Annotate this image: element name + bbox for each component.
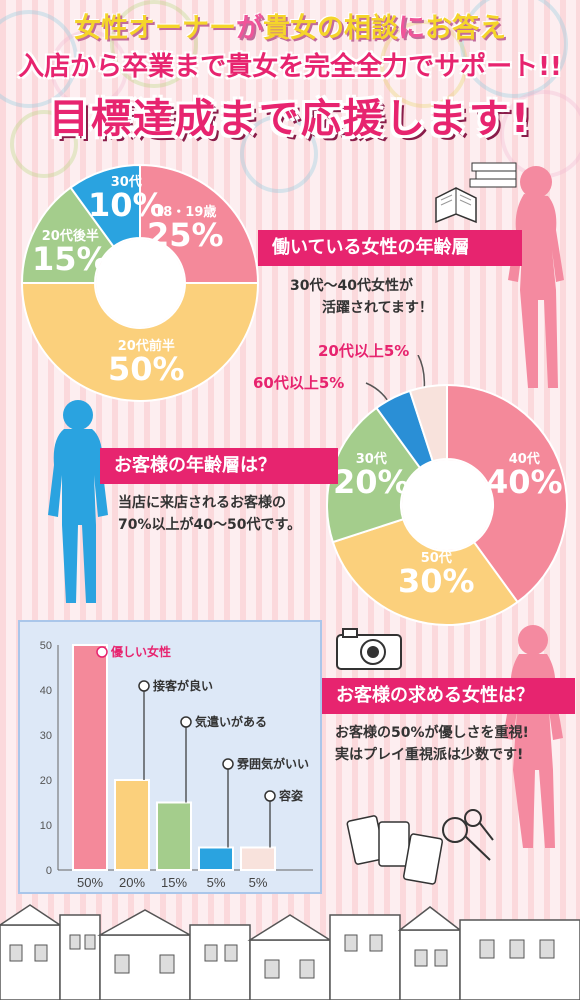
pie2-label-1-category: 50代 (420, 551, 452, 566)
pie2-label-2: 30代 20% (333, 453, 410, 498)
y-tick-label: 30 (40, 730, 52, 742)
cards-and-keys-icon (346, 809, 494, 885)
bar-1 (114, 779, 150, 871)
bar-category-label: 容姿 (278, 788, 303, 803)
bar-2 (156, 801, 192, 871)
section1-title: 働いている女性の年齢層 (272, 237, 470, 258)
pie1-label-3: 30代 10% (88, 176, 165, 221)
header-line1-d: に (398, 13, 425, 44)
bar-value-label: 5% (207, 875, 226, 890)
section1-desc-line2: 活躍されてます！ (322, 300, 433, 316)
bar-category-label: 接客が良い (153, 678, 213, 693)
pie1-slice-0 (139, 163, 260, 284)
header-line1-c: 貴女の相談 (263, 13, 398, 44)
pie1-label-2-value: 15% (32, 240, 109, 278)
pie2-label-0-value: 40% (486, 463, 563, 501)
bar-value-label: 20% (119, 875, 145, 890)
bar-callout-marker (222, 758, 234, 770)
customer-age-pie-chart (326, 383, 568, 626)
woman-silhouette-pink (508, 166, 564, 388)
books-icon (435, 162, 517, 224)
pie1-label-1-value: 50% (108, 350, 185, 388)
pie1-label-2: 20代後半 15% (32, 230, 109, 275)
pie2-slice-2 (326, 406, 422, 544)
pie2-label-2-category: 30代 (355, 452, 387, 467)
y-tick-label: 10 (40, 820, 52, 832)
pie2-slice-0 (446, 383, 568, 604)
pie2-label-1-value: 30% (398, 562, 475, 600)
pie2-label-0-category: 40代 (508, 452, 540, 467)
header-line1: 女性オーナーが貴女の相談にお答え (0, 6, 580, 45)
section2-title-ribbon: お客様の年齢層は？ (100, 448, 338, 484)
section3-desc-line2: 実はプレイ重視派は少数です! (335, 747, 524, 763)
bar-callout-marker (180, 716, 192, 728)
bar-category-label: 気遣いがある (195, 714, 267, 729)
pie1-slice-2 (20, 186, 115, 284)
pie1-slice-3 (69, 163, 141, 248)
pie1-label-0-category: 18・19歳 (154, 205, 217, 220)
section1-desc-line1: 30代～40代女性が (290, 278, 413, 294)
pie2-callout-20s-plus: 20代以上5% (318, 342, 410, 360)
bar-callout-marker (138, 680, 150, 692)
pie1-center (96, 239, 184, 327)
worker-age-pie-chart (20, 163, 260, 402)
bar-0 (72, 644, 108, 871)
header-line1-e: お答え (425, 13, 506, 44)
bar-category-label: 雰囲気がいい (237, 756, 309, 771)
pie1-label-3-category: 30代 (110, 175, 142, 190)
pie2-callout-60s-plus: 60代以上5% (253, 374, 345, 392)
section2-description: 当店に来店されるお客様の 70%以上が40～50代です。 (118, 492, 301, 536)
bar-callout-marker (96, 646, 108, 658)
section3-title-ribbon: お客様の求める女性は？ (322, 678, 575, 714)
header-line2: 入店から卒業まで貴女を完全全力でサポート!! (18, 52, 562, 82)
bar-value-label: 5% (249, 875, 268, 890)
section3-title: お客様の求める女性は？ (336, 685, 534, 706)
pie1-label-0: 18・19歳 25% (147, 206, 224, 251)
section2-desc-line2: 70%以上が40～50代です。 (118, 517, 302, 533)
section1-title-ribbon: 働いている女性の年齢層 (258, 230, 522, 266)
header-line1-b: が (236, 13, 263, 44)
section3-description: お客様の50%が優しさを重視! 実はプレイ重視派は少数です! (335, 722, 529, 766)
pie2-label-0: 40代 40% (486, 453, 563, 498)
section2-desc-line1: 当店に来店されるお客様の (118, 495, 286, 511)
bar-4 (240, 846, 276, 871)
pie2-label-1: 50代 30% (398, 552, 475, 597)
customer-preference-bar-chart: 0 10 20 30 40 50 50% 優しい女性 20% 接客が良い 15% 気遣いがある 5% 雰囲… (40, 640, 313, 890)
pie2-slice-4 (408, 383, 448, 463)
section2-title: お客様の年齢層は？ (114, 455, 276, 476)
bar-3 (198, 846, 234, 871)
y-tick-label: 0 (46, 865, 52, 877)
section3-desc-line1: お客様の50%が優しさを重視! (335, 725, 529, 741)
pie2-label-2-value: 20% (333, 463, 410, 501)
buildings-illustration (0, 904, 580, 1000)
header-line1-a: 女性オーナー (74, 13, 236, 44)
pie1-label-0-value: 25% (147, 216, 224, 254)
y-tick-label: 50 (40, 640, 52, 652)
bar-callout-marker (264, 790, 276, 802)
y-tick-label: 20 (40, 775, 52, 787)
camera-icon (336, 628, 402, 670)
man-silhouette-blue (48, 400, 108, 603)
pie1-slice-1 (20, 282, 260, 402)
bar-category-label: 優しい女性 (110, 644, 171, 659)
header-title: 目標達成まで応援します! (48, 96, 532, 142)
bar-value-label: 50% (77, 875, 103, 890)
bar-value-label: 15% (161, 875, 187, 890)
section1-description: 30代～40代女性が 活躍されてます！ (290, 275, 433, 319)
pie1-label-1: 20代前半 50% (108, 340, 185, 385)
pie1-label-3-value: 10% (88, 186, 165, 224)
y-tick-label: 40 (40, 685, 52, 697)
pie2-slice-1 (331, 517, 519, 626)
pie1-label-2-category: 20代後半 (41, 229, 99, 244)
pie2-center (402, 460, 492, 550)
customer-preference-bar-chart-panel: 0 10 20 30 40 50 50% 優しい女性 20% 接客が良い 15% 気遣いがある 5% 雰囲… (18, 620, 322, 894)
pie1-label-1-category: 20代前半 (117, 339, 175, 354)
